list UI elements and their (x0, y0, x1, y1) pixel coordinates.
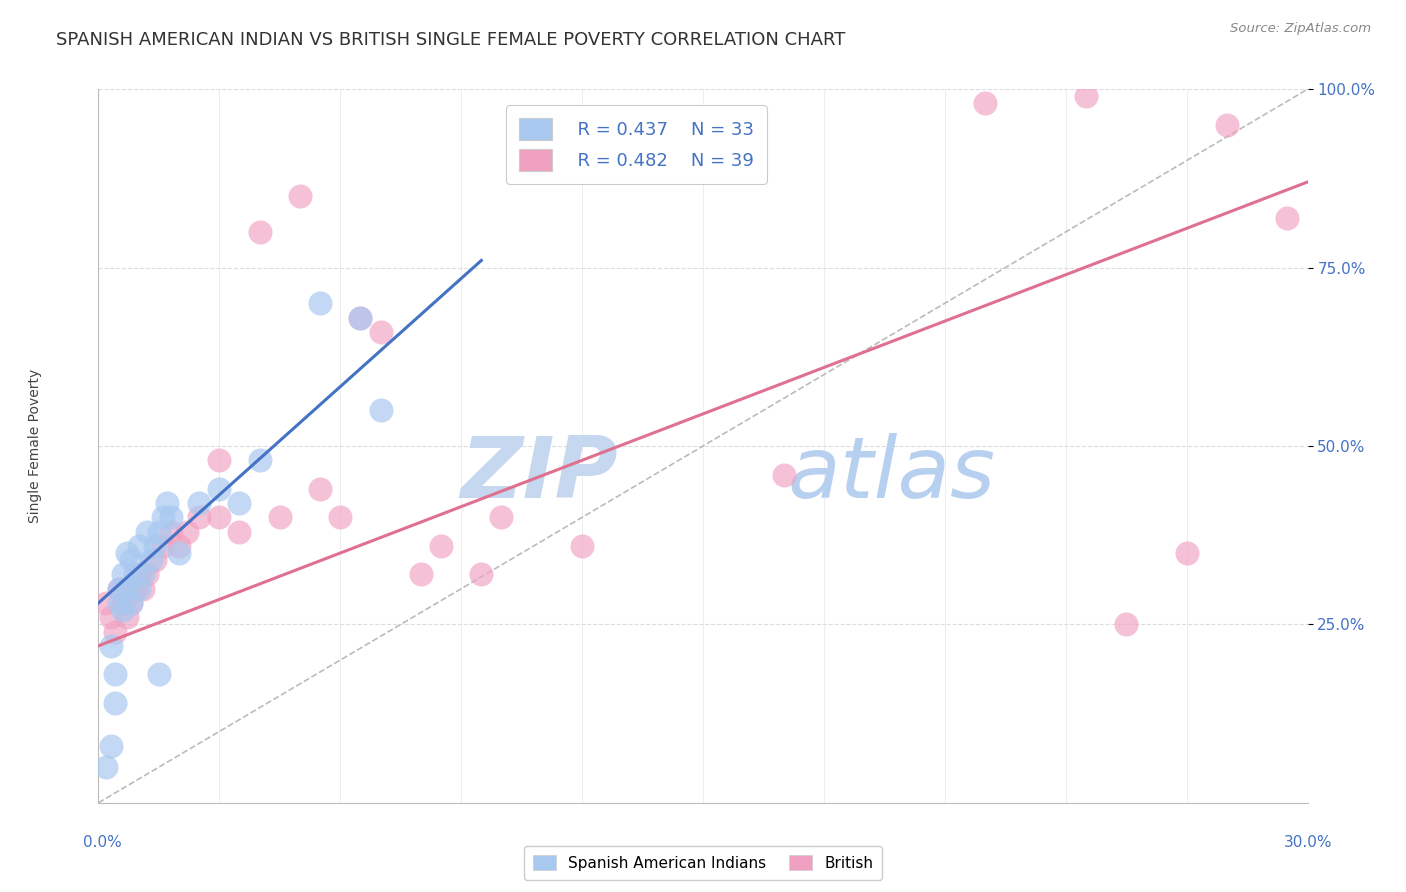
Point (288, 189, 311, 203)
Point (1216, 118, 1239, 132)
Point (139, 553, 162, 567)
Text: Single Female Poverty: Single Female Poverty (28, 369, 42, 523)
Point (135, 524, 157, 539)
Point (1277, 211, 1299, 225)
Text: ZIP: ZIP (461, 433, 619, 516)
Point (491, 510, 513, 524)
Point (167, 546, 190, 560)
Point (1074, 89, 1097, 103)
Point (1175, 546, 1198, 560)
Text: 30.0%: 30.0% (1284, 836, 1331, 850)
Point (370, 403, 392, 417)
Point (349, 310, 371, 325)
Point (188, 510, 211, 524)
Text: 0.0%: 0.0% (83, 836, 122, 850)
Point (100, 739, 122, 753)
Point (974, 96, 997, 111)
Text: Source: ZipAtlas.com: Source: ZipAtlas.com (1230, 22, 1371, 36)
Point (128, 582, 150, 596)
Point (115, 582, 138, 596)
Point (208, 510, 231, 524)
Point (111, 596, 134, 610)
Point (103, 696, 125, 710)
Point (148, 524, 170, 539)
Point (228, 496, 250, 510)
Point (156, 496, 179, 510)
Point (120, 596, 142, 610)
Point (208, 453, 231, 467)
Point (103, 667, 125, 681)
Point (160, 524, 183, 539)
Point (249, 225, 271, 239)
Point (107, 582, 129, 596)
Point (107, 596, 129, 610)
Point (409, 567, 432, 582)
Point (96, 596, 118, 610)
Point (115, 610, 138, 624)
Point (188, 496, 211, 510)
Point (152, 539, 174, 553)
Point (128, 567, 150, 582)
Point (103, 624, 125, 639)
Legend: Spanish American Indians, British: Spanish American Indians, British (523, 846, 883, 880)
Point (124, 582, 146, 596)
Point (228, 524, 250, 539)
Point (309, 296, 332, 310)
Point (124, 567, 146, 582)
Point (571, 539, 593, 553)
Point (111, 603, 134, 617)
Point (208, 482, 231, 496)
Point (132, 582, 155, 596)
Point (167, 539, 190, 553)
Point (249, 453, 271, 467)
Point (349, 310, 371, 325)
Point (772, 467, 794, 482)
Legend:   R = 0.437    N = 33,   R = 0.482    N = 39: R = 0.437 N = 33, R = 0.482 N = 39 (506, 105, 766, 184)
Point (152, 510, 174, 524)
Point (111, 567, 134, 582)
Point (329, 510, 352, 524)
Point (370, 325, 392, 339)
Point (470, 567, 492, 582)
Point (120, 553, 142, 567)
Point (100, 639, 122, 653)
Point (143, 539, 166, 553)
Point (309, 482, 332, 496)
Point (128, 539, 150, 553)
Point (160, 510, 183, 524)
Point (148, 667, 170, 681)
Point (96, 760, 118, 774)
Text: SPANISH AMERICAN INDIAN VS BRITISH SINGLE FEMALE POVERTY CORRELATION CHART: SPANISH AMERICAN INDIAN VS BRITISH SINGL… (56, 31, 845, 49)
Point (100, 610, 122, 624)
Point (269, 510, 291, 524)
Point (1115, 617, 1137, 632)
Point (430, 539, 453, 553)
Point (115, 546, 138, 560)
Point (120, 596, 142, 610)
Point (107, 582, 129, 596)
Point (176, 524, 198, 539)
Point (143, 553, 166, 567)
Point (132, 567, 155, 582)
Point (135, 567, 157, 582)
Text: atlas: atlas (787, 433, 995, 516)
